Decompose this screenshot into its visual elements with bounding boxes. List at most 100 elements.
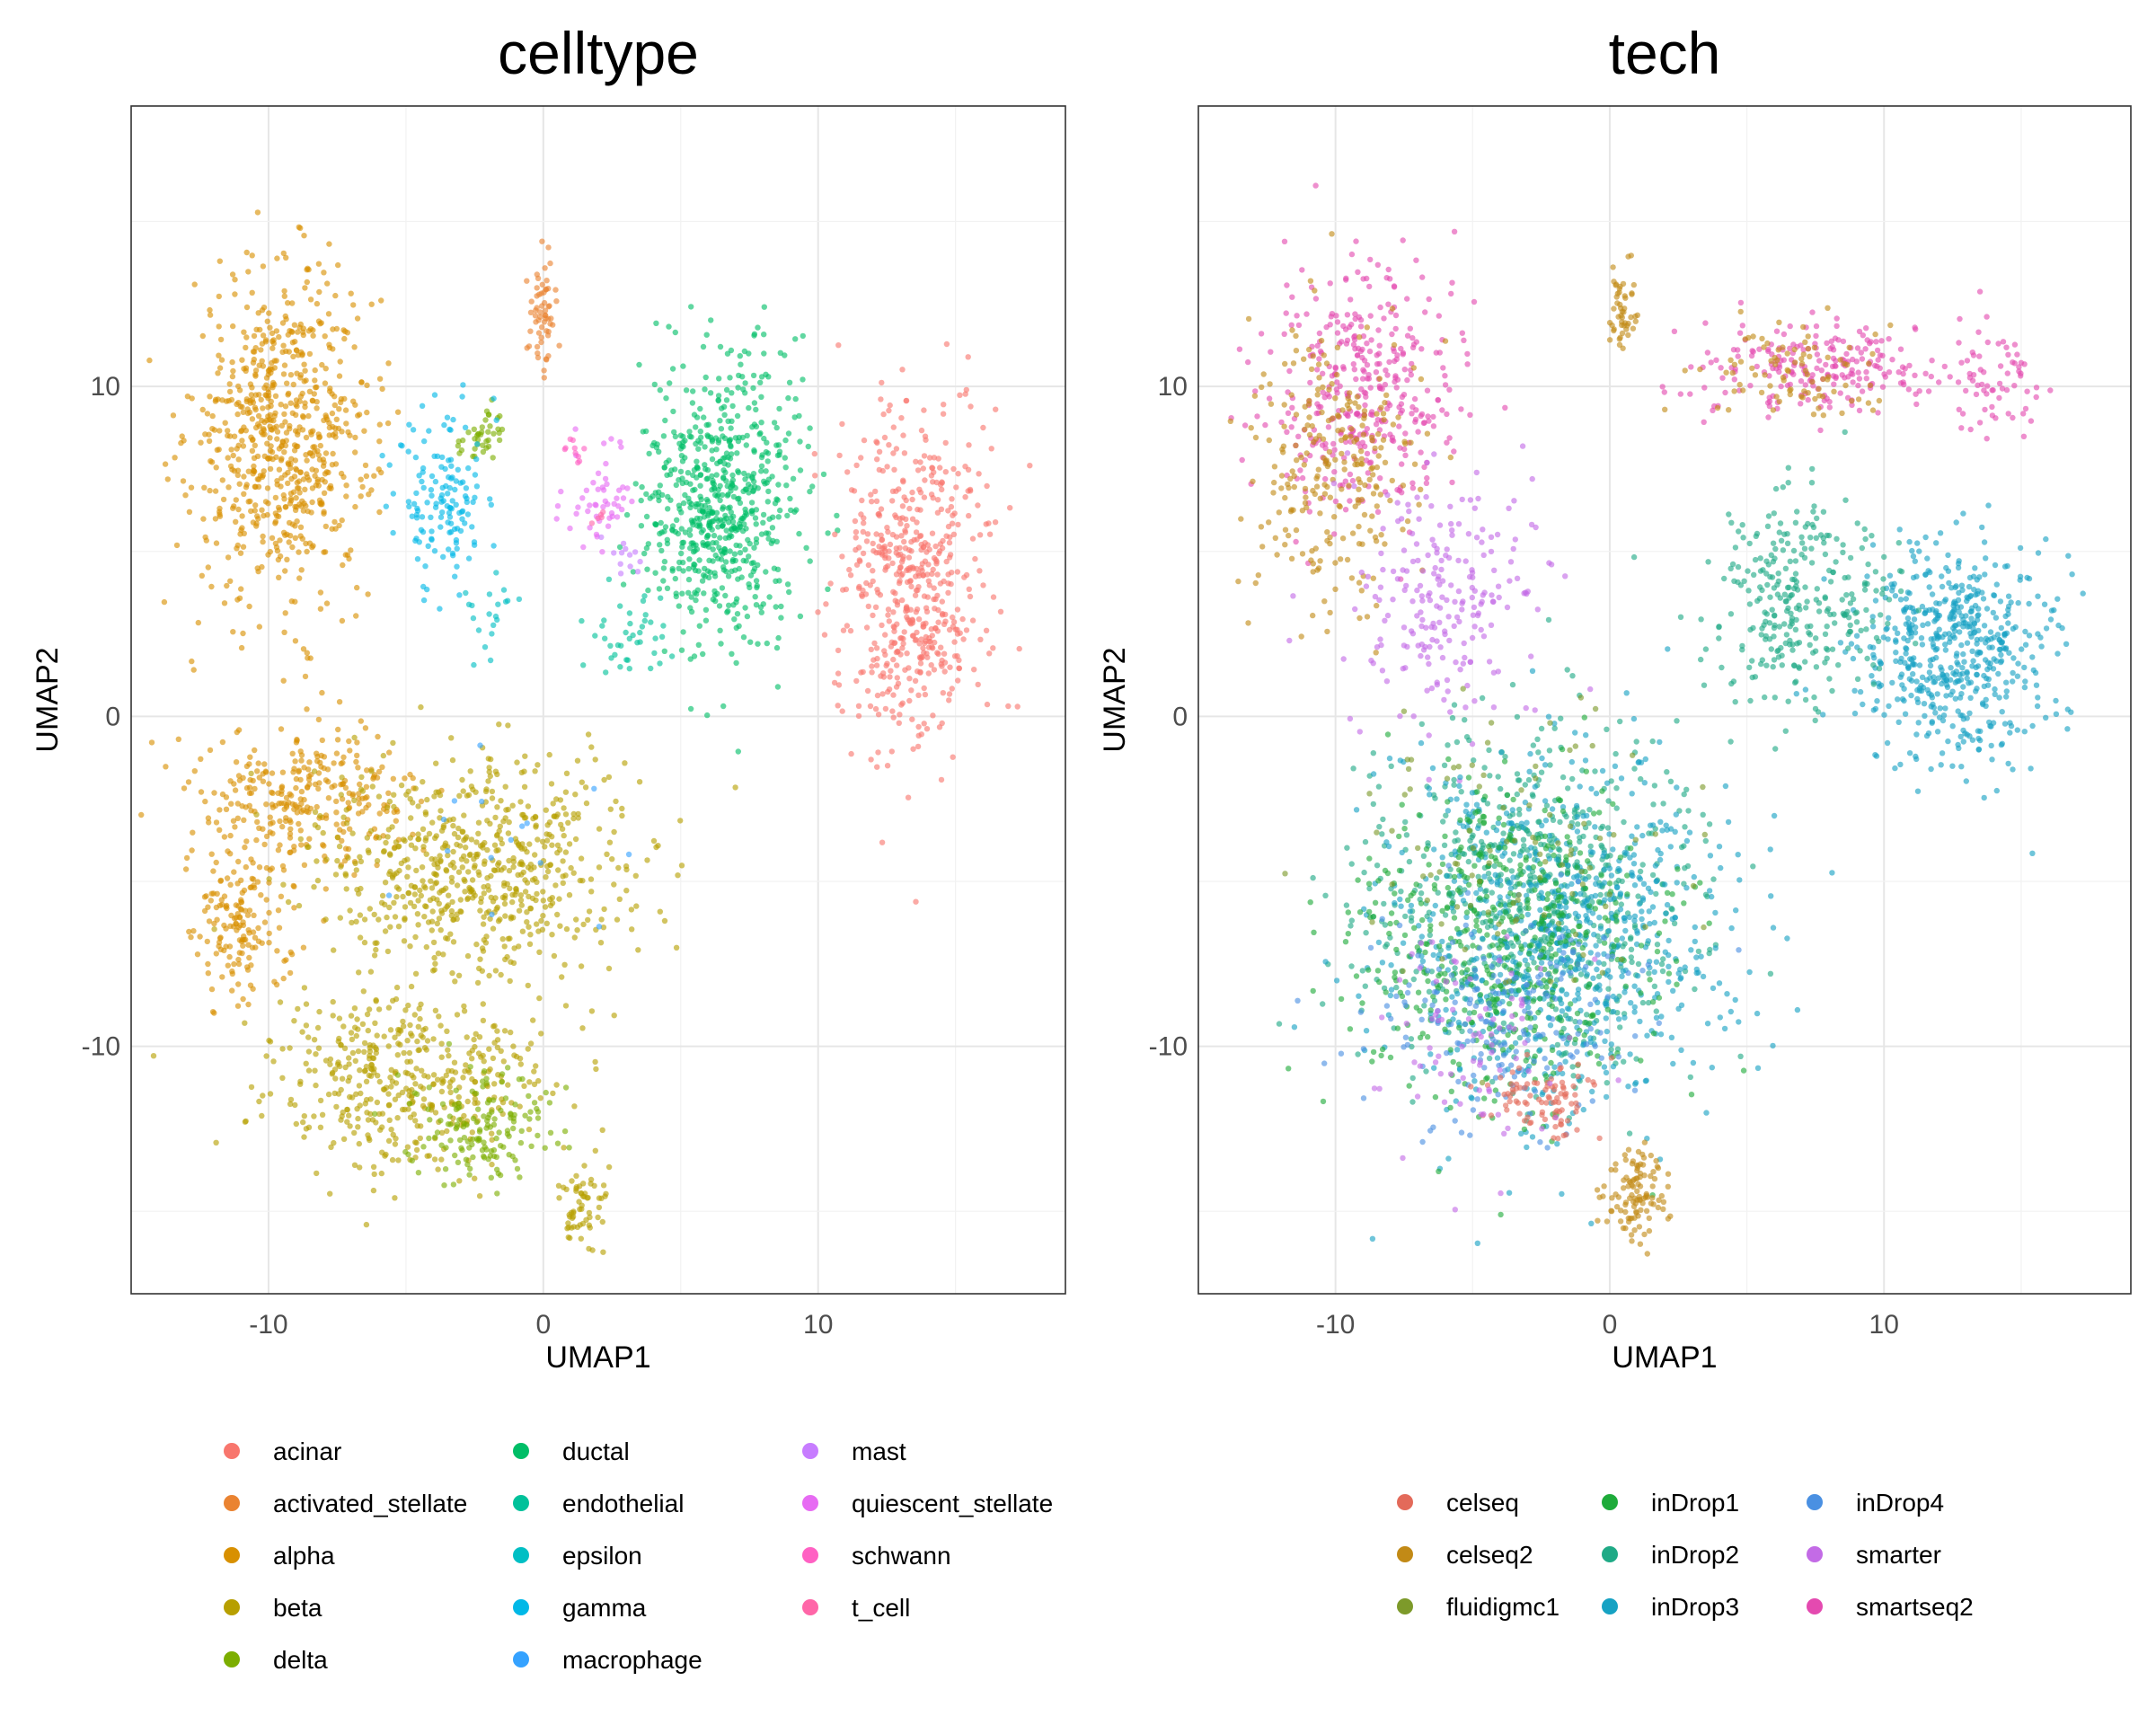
scatter-point	[485, 1114, 491, 1121]
scatter-point	[603, 669, 609, 676]
scatter-point	[349, 830, 356, 836]
scatter-point	[890, 450, 897, 456]
scatter-point	[752, 515, 759, 521]
scatter-point	[244, 967, 252, 973]
scatter-point	[1274, 552, 1280, 558]
scatter-point	[1321, 352, 1328, 358]
scatter-point	[1367, 256, 1374, 263]
scatter-point	[331, 760, 337, 766]
scatter-point	[489, 1161, 495, 1168]
scatter-point	[216, 447, 222, 453]
scatter-point	[1358, 386, 1365, 393]
scatter-point	[447, 1137, 454, 1144]
scatter-point	[413, 490, 420, 497]
scatter-point	[1380, 437, 1387, 443]
scatter-point	[546, 1100, 553, 1106]
scatter-point	[1408, 628, 1415, 634]
scatter-point	[225, 455, 231, 461]
scatter-point	[1510, 545, 1516, 553]
scatter-point	[464, 896, 471, 903]
scatter-point	[596, 864, 603, 871]
scatter-point	[343, 493, 349, 500]
scatter-point	[260, 826, 266, 832]
scatter-point	[238, 428, 244, 435]
scatter-point	[514, 759, 520, 765]
scatter-point	[414, 1038, 420, 1045]
scatter-point	[279, 1075, 286, 1082]
scatter-point	[765, 488, 772, 495]
scatter-point	[716, 603, 723, 609]
scatter-point	[846, 566, 853, 573]
scatter-point	[727, 375, 733, 381]
scatter-point	[323, 1057, 330, 1064]
scatter-point	[547, 1129, 554, 1137]
scatter-point	[1267, 381, 1273, 387]
scatter-point	[1364, 275, 1370, 282]
scatter-point	[915, 692, 922, 698]
scatter-point	[896, 486, 902, 492]
legend-celltype: acinaractivated_stellatealphabetadeltadu…	[224, 1438, 1053, 1674]
scatter-point	[1451, 228, 1458, 234]
scatter-point	[678, 526, 685, 532]
scatter-point	[678, 550, 685, 557]
scatter-point	[596, 1195, 603, 1201]
scatter-point	[337, 358, 343, 365]
scatter-point	[692, 486, 698, 493]
scatter-point	[408, 842, 415, 848]
scatter-point	[750, 560, 756, 566]
scatter-point	[294, 518, 300, 525]
scatter-point	[749, 424, 755, 430]
scatter-point	[1362, 402, 1368, 409]
scatter-point	[853, 529, 860, 535]
scatter-point	[489, 1137, 495, 1143]
scatter-point	[558, 488, 564, 495]
scatter-point	[327, 1061, 333, 1067]
scatter-point	[1373, 369, 1380, 376]
scatter-point	[259, 1112, 265, 1119]
scatter-point	[227, 851, 234, 857]
scatter-point	[634, 640, 641, 646]
scatter-point	[1436, 522, 1444, 528]
scatter-point	[231, 960, 237, 968]
scatter-point	[777, 507, 783, 514]
scatter-point	[479, 968, 485, 974]
scatter-point	[286, 539, 292, 545]
scatter-point	[434, 920, 440, 927]
scatter-point	[835, 670, 842, 677]
scatter-point	[424, 1153, 430, 1159]
scatter-point	[291, 765, 297, 772]
scatter-point	[1459, 600, 1465, 606]
scatter-point	[502, 1095, 509, 1101]
scatter-point	[314, 1170, 320, 1177]
scatter-point	[454, 545, 460, 552]
scatter-point	[902, 527, 908, 534]
scatter-point	[479, 1147, 486, 1154]
scatter-point	[243, 482, 250, 488]
scatter-point	[1452, 598, 1458, 605]
scatter-point	[535, 350, 541, 357]
scatter-point	[731, 616, 738, 623]
scatter-point	[922, 477, 928, 483]
scatter-point	[344, 1106, 350, 1113]
scatter-point	[267, 465, 274, 473]
scatter-point	[281, 449, 287, 456]
scatter-point	[483, 1080, 490, 1086]
scatter-point	[1341, 455, 1348, 461]
scatter-point	[246, 954, 252, 961]
scatter-point	[1404, 332, 1411, 339]
scatter-point	[392, 1034, 398, 1040]
scatter-point	[339, 517, 345, 524]
scatter-point	[291, 883, 297, 889]
scatter-point	[1494, 531, 1501, 538]
scatter-point	[198, 756, 204, 762]
scatter-point	[875, 511, 881, 518]
scatter-point	[881, 434, 888, 441]
scatter-point	[1403, 582, 1409, 589]
scatter-point	[218, 357, 225, 363]
scatter-point	[1418, 623, 1425, 630]
scatter-point	[1325, 417, 1332, 424]
scatter-point	[299, 498, 305, 504]
scatter-point	[202, 431, 208, 438]
scatter-point	[1356, 412, 1362, 419]
scatter-point	[646, 450, 652, 457]
